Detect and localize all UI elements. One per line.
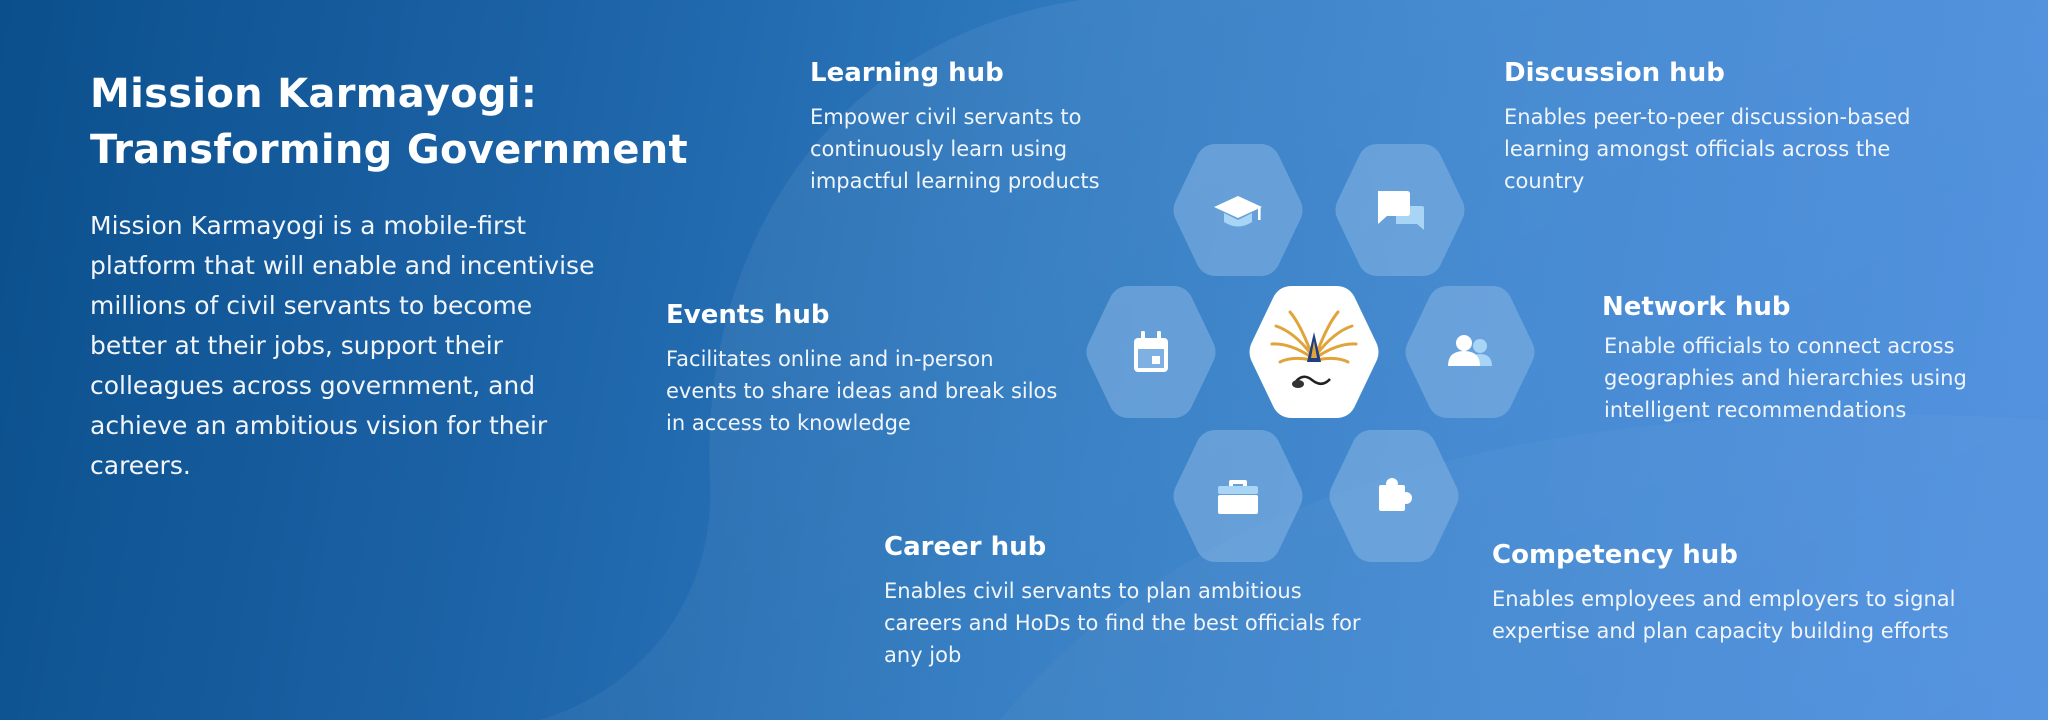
events-hub-text: Facilitates online and in-person events … bbox=[666, 347, 1058, 435]
network-hub-text: Enable officials to connect across geogr… bbox=[1604, 334, 1967, 422]
events-hub-description: Events hub Facilitates online and in-per… bbox=[666, 298, 1066, 439]
hub-honeycomb bbox=[1086, 144, 1535, 562]
events-hub-hexagon[interactable] bbox=[1086, 286, 1216, 418]
career-hub-title: Career hub bbox=[884, 532, 1047, 562]
briefcase-icon bbox=[1218, 480, 1258, 514]
title-line-1: Mission Karmayogi: bbox=[90, 71, 538, 117]
intro-paragraph: Mission Karmayogi is a mobile-first plat… bbox=[90, 211, 595, 480]
puzzle-piece-icon bbox=[1379, 478, 1412, 511]
graduation-cap-icon bbox=[1214, 196, 1262, 227]
calendar-icon bbox=[1134, 331, 1168, 372]
events-hub-title: Events hub bbox=[666, 300, 830, 330]
career-hub-description: Career hub Enables civil servants to pla… bbox=[884, 530, 1364, 671]
learning-hub-hexagon[interactable] bbox=[1173, 144, 1303, 276]
learning-hub-text: Empower civil servants to continuously l… bbox=[810, 105, 1100, 193]
competency-hub-description: Competency hub Enables employees and emp… bbox=[1492, 538, 2002, 647]
learning-hub-title: Learning hub bbox=[810, 58, 1004, 88]
title-line-2: Transforming Government bbox=[90, 127, 688, 173]
career-hub-text: Enables civil servants to plan ambitious… bbox=[884, 579, 1361, 667]
chat-bubbles-icon bbox=[1378, 191, 1424, 230]
discussion-hub-text: Enables peer-to-peer discussion-based le… bbox=[1504, 105, 1911, 193]
career-hub-hexagon[interactable] bbox=[1173, 430, 1303, 562]
people-icon bbox=[1448, 335, 1492, 366]
discussion-hub-hexagon[interactable] bbox=[1335, 144, 1465, 276]
competency-hub-hexagon[interactable] bbox=[1329, 430, 1459, 562]
learning-hub-description: Learning hub Empower civil servants to c… bbox=[810, 56, 1150, 197]
network-hub-title: Network hub bbox=[1602, 292, 1791, 322]
competency-hub-title: Competency hub bbox=[1492, 540, 1738, 570]
competency-hub-text: Enables employees and employers to signa… bbox=[1492, 587, 1956, 643]
page-title: Mission Karmayogi: Transforming Governme… bbox=[90, 66, 710, 178]
mission-karmayogi-logo bbox=[1249, 286, 1379, 418]
network-hub-description: Network hub Enable officials to connect … bbox=[1602, 290, 2022, 426]
network-hub-hexagon[interactable] bbox=[1405, 286, 1535, 418]
discussion-hub-title: Discussion hub bbox=[1504, 58, 1725, 88]
discussion-hub-description: Discussion hub Enables peer-to-peer disc… bbox=[1504, 56, 1974, 197]
